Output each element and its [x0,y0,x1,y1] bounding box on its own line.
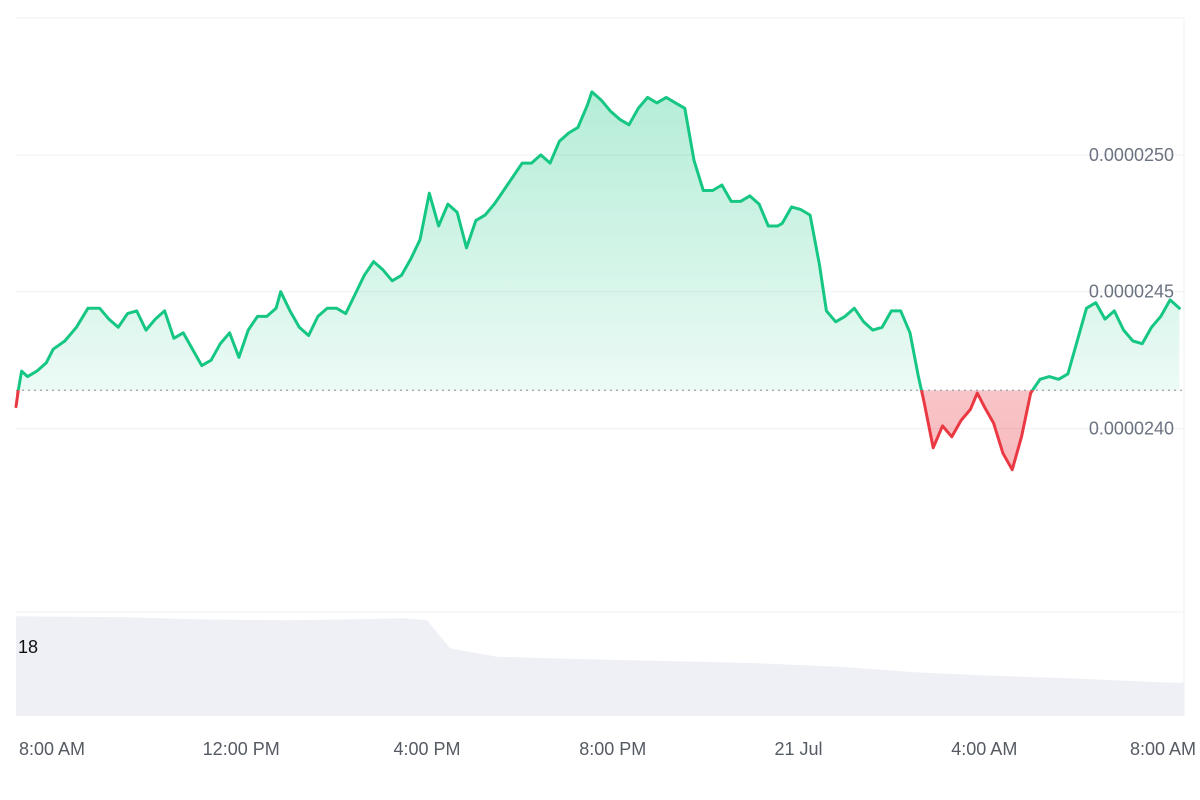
y-tick-label: 0.0000245 [1089,282,1174,302]
x-tick-label: 8:00 PM [579,739,646,759]
y-axis-ticks: 0.0000240 0.0000245 0.0000250 [1089,145,1174,439]
volume-area [16,616,1184,716]
x-tick-label: 8:00 AM [1130,739,1196,759]
price-line-up [16,90,1181,391]
x-tick-label: 4:00 AM [951,739,1017,759]
y-tick-label: 0.0000240 [1089,419,1174,439]
x-tick-label: 8:00 AM [19,739,85,759]
x-tick-label: 4:00 PM [393,739,460,759]
x-tick-label: 12:00 PM [203,739,280,759]
x-tick-label: 21 Jul [774,739,822,759]
price-line [14,90,1181,472]
x-axis-ticks: 8:00 AM 12:00 PM 4:00 PM 8:00 PM 21 Jul … [19,739,1196,759]
y-tick-label: 0.0000250 [1089,145,1174,165]
volume-value-label: 18 [18,637,38,657]
price-line-down [14,390,1035,472]
volume-area-shape [16,616,1184,716]
price-area [16,91,1180,470]
